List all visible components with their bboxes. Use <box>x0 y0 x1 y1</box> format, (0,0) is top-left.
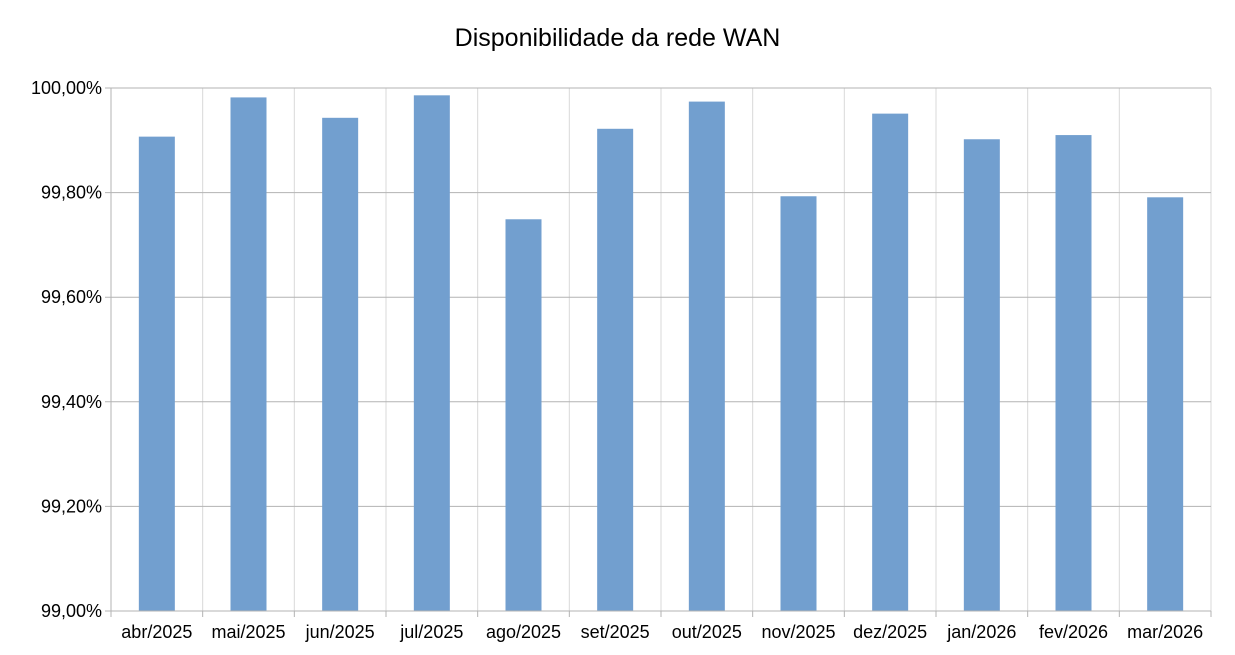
x-tick-label: mai/2025 <box>211 622 285 642</box>
bar <box>963 139 1000 611</box>
bar <box>597 128 634 611</box>
x-tick-label: jun/2025 <box>305 622 375 642</box>
y-tick-label: 99,80% <box>41 183 102 203</box>
x-tick-label: ago/2025 <box>486 622 561 642</box>
x-tick-label: dez/2025 <box>853 622 927 642</box>
x-tick-label: mar/2026 <box>1127 622 1203 642</box>
x-tick-label: jul/2025 <box>399 622 463 642</box>
x-tick-label: abr/2025 <box>121 622 192 642</box>
x-tick-label: fev/2026 <box>1039 622 1108 642</box>
x-tick-label: nov/2025 <box>761 622 835 642</box>
bar <box>1147 197 1184 611</box>
bar <box>505 219 542 611</box>
bar <box>872 113 909 611</box>
y-tick-label: 100,00% <box>31 78 102 98</box>
x-tick-label: out/2025 <box>672 622 742 642</box>
y-tick-label: 99,60% <box>41 287 102 307</box>
bar <box>688 101 725 612</box>
bar <box>230 97 267 611</box>
y-tick-label: 99,00% <box>41 601 102 621</box>
x-tick-label: set/2025 <box>581 622 650 642</box>
bar <box>138 136 175 611</box>
bar <box>413 95 450 611</box>
bar <box>780 196 817 612</box>
bar <box>1055 135 1092 611</box>
y-tick-label: 99,40% <box>41 392 102 412</box>
x-tick-label: jan/2026 <box>946 622 1016 642</box>
y-tick-label: 99,20% <box>41 496 102 516</box>
chart-title: Disponibilidade da rede WAN <box>454 24 781 52</box>
bar <box>322 117 359 611</box>
